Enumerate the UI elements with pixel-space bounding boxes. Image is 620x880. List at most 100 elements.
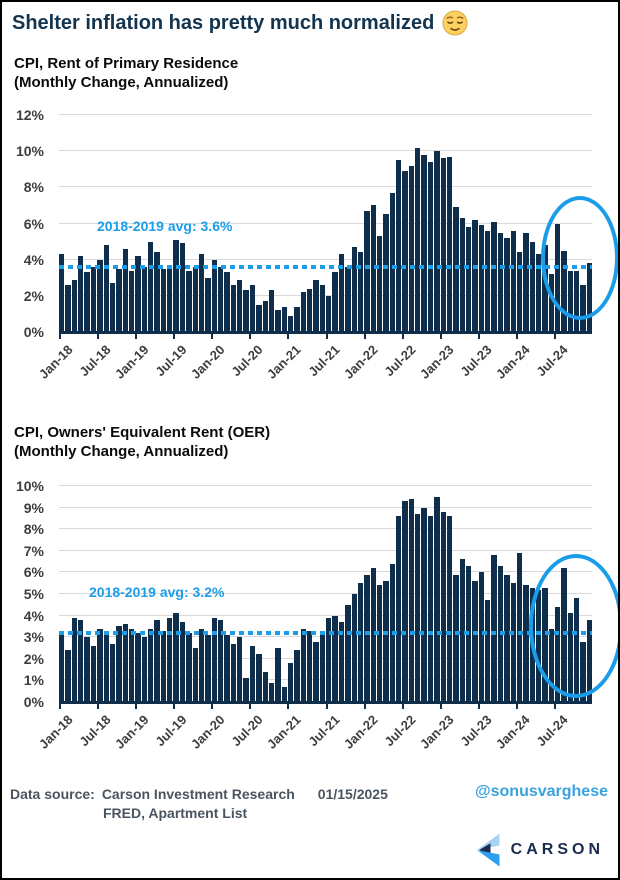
bar xyxy=(364,210,370,332)
bar xyxy=(205,277,211,332)
bar xyxy=(326,617,332,702)
bar xyxy=(466,227,472,332)
gridline xyxy=(59,679,592,681)
bar xyxy=(217,266,224,332)
bar xyxy=(523,585,529,702)
x-axis-tick xyxy=(287,333,290,339)
bar xyxy=(345,266,351,332)
x-axis-tick xyxy=(135,703,138,709)
chart1-bars xyxy=(59,115,593,332)
y-axis-label: 12% xyxy=(15,107,44,123)
bar xyxy=(338,622,345,702)
bar xyxy=(173,613,179,702)
bar xyxy=(478,225,485,332)
bar xyxy=(217,619,224,702)
bar xyxy=(128,628,135,702)
gridline xyxy=(59,657,592,659)
chart2-plot-area: 2018-2019 avg: 3.2% xyxy=(59,485,618,704)
chart2-title-line2: (Monthly Change, Annualized) xyxy=(14,443,229,460)
bar xyxy=(141,637,148,702)
gridline xyxy=(59,593,592,594)
y-axis-label: 6% xyxy=(23,564,44,581)
gridline xyxy=(59,636,592,638)
bar xyxy=(71,617,78,702)
chart2-x-axis-line xyxy=(59,701,592,704)
bar xyxy=(453,207,459,332)
date-label: 01/15/2025 xyxy=(317,786,388,802)
bar xyxy=(478,572,485,702)
bar xyxy=(243,290,249,332)
bar xyxy=(167,617,173,702)
bar xyxy=(440,511,446,702)
y-axis-label: 2% xyxy=(23,287,44,304)
bar xyxy=(237,279,243,332)
bar xyxy=(78,619,84,702)
bar xyxy=(97,259,103,332)
bar xyxy=(434,496,440,702)
bar xyxy=(300,292,307,332)
bar xyxy=(128,270,135,332)
bar xyxy=(59,254,65,332)
bar xyxy=(116,268,122,332)
bar xyxy=(427,516,434,702)
bar xyxy=(186,270,192,332)
bar xyxy=(376,236,383,332)
bar xyxy=(307,288,313,332)
bar xyxy=(173,239,179,332)
x-axis-tick xyxy=(97,333,100,339)
x-axis-tick xyxy=(173,333,176,339)
chart2-x-axis: Jan-18 Jul-18 Jan-19 Jul-19 Jan-20 Jul-20 Jan-… xyxy=(36,703,592,759)
bar xyxy=(396,516,402,702)
bar xyxy=(364,574,370,702)
bar xyxy=(148,241,154,332)
bar xyxy=(262,671,268,702)
chart1-x-axis-line xyxy=(59,331,592,334)
carson-brand-logo: CARSON xyxy=(471,830,604,870)
bar xyxy=(357,252,364,332)
x-axis-tick xyxy=(211,703,214,709)
bar xyxy=(78,256,84,332)
y-axis-label: 7% xyxy=(23,542,44,559)
x-axis-tick xyxy=(135,333,138,339)
y-axis-label: 0% xyxy=(23,694,44,710)
bar xyxy=(281,686,287,702)
bar xyxy=(402,171,408,332)
chart-rent-of-primary-residence: 0% 2% 4% 6% 8% 10% 12% 2018-2019 avg: 3.6% Jan… xyxy=(2,2,618,402)
bar xyxy=(256,654,262,702)
bar xyxy=(65,650,71,702)
bar xyxy=(421,507,427,702)
bar xyxy=(275,310,281,332)
x-axis-tick xyxy=(363,703,366,709)
bar xyxy=(408,165,415,332)
bar xyxy=(376,585,383,702)
carson-logo-icon xyxy=(476,833,500,867)
bar xyxy=(504,237,510,332)
x-axis-tick xyxy=(439,333,442,339)
y-axis-label: 4% xyxy=(23,251,44,268)
bar xyxy=(256,304,262,332)
bar xyxy=(485,600,491,702)
bar xyxy=(294,650,300,702)
bar xyxy=(497,232,504,332)
bar xyxy=(383,214,389,332)
bar xyxy=(192,648,198,702)
y-axis-label: 3% xyxy=(23,629,44,646)
y-axis-label: 6% xyxy=(23,215,44,232)
bar xyxy=(351,247,357,332)
x-axis-tick xyxy=(173,703,176,709)
bar xyxy=(160,630,167,702)
bar xyxy=(402,501,408,702)
bar xyxy=(141,266,148,332)
bar xyxy=(243,678,249,702)
bar xyxy=(319,284,326,332)
bar xyxy=(548,274,555,332)
bar xyxy=(97,628,103,702)
bar xyxy=(135,632,141,702)
gridline xyxy=(59,294,592,296)
data-source-line2: FRED, Apartment List xyxy=(103,805,248,821)
bar xyxy=(313,641,319,702)
bar xyxy=(122,248,128,332)
bar xyxy=(116,626,122,702)
bar xyxy=(268,290,275,332)
